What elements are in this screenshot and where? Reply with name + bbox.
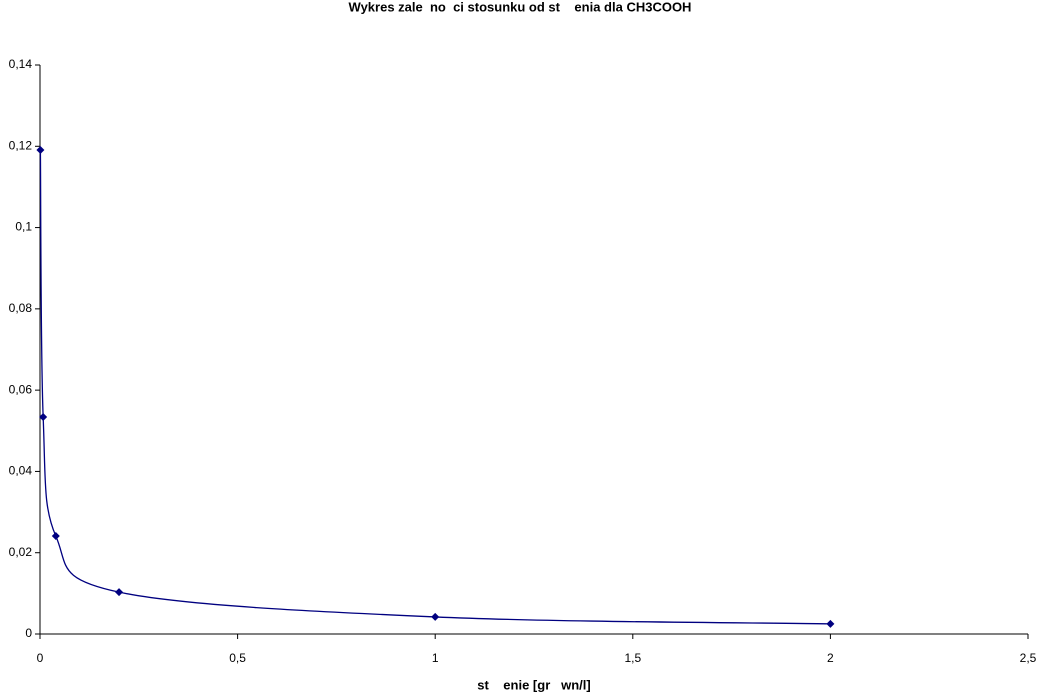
data-point <box>431 612 440 621</box>
x-tick-label: 0,5 <box>229 651 246 665</box>
y-tick-label: 0,1 <box>15 220 32 234</box>
y-tick-label: 0,12 <box>9 138 33 152</box>
y-tick-label: 0 <box>25 626 32 640</box>
data-point <box>36 145 45 154</box>
x-axis-label: st enie [gr wn/l] <box>477 677 590 692</box>
x-tick-label: 1,5 <box>624 651 641 665</box>
x-tick-label: 1 <box>432 651 439 665</box>
chart-title: Wykres zale no ci stosunku od st enia dl… <box>349 0 692 14</box>
y-tick-label: 0,06 <box>9 382 33 396</box>
y-tick-label: 0,04 <box>9 464 33 478</box>
data-point <box>826 619 835 628</box>
y-tick-label: 0,08 <box>9 301 33 315</box>
data-point <box>51 532 60 541</box>
x-tick-label: 2,5 <box>1020 651 1037 665</box>
y-tick-label: 0,02 <box>9 545 33 559</box>
data-point <box>115 588 124 597</box>
y-tick-label: 0,14 <box>9 57 33 71</box>
data-point <box>39 412 48 421</box>
series-line <box>39 149 831 625</box>
x-tick-label: 2 <box>827 651 834 665</box>
x-tick-label: 0 <box>37 651 44 665</box>
